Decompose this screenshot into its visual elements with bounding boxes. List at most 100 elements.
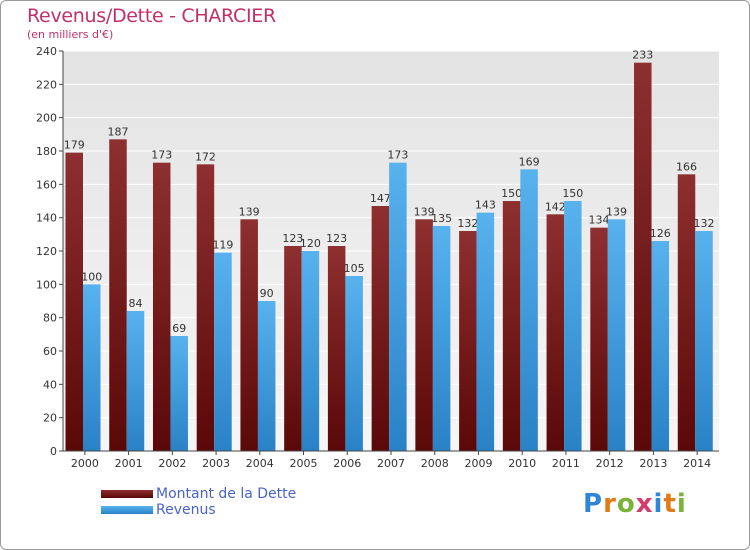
bar-dette [634,62,652,452]
bar-dette [415,219,433,451]
y-tick-label: 40 [43,378,57,391]
proxiti-logo: Proxiti [583,489,687,519]
bar-revenus [301,251,320,451]
chart-title: Revenus/Dette - CHARCIER [27,5,276,27]
bar-revenus [520,169,538,452]
x-tick-label: 2008 [421,457,449,470]
data-label-revenus: 173 [387,149,408,162]
bar-revenus [389,162,407,451]
bar-revenus [170,336,188,451]
data-label-dette: 139 [239,205,260,218]
logo-letter: r [603,489,617,519]
logo-letter: x [635,489,654,519]
bar-revenus [257,301,276,451]
y-axis: 0 20 40 60 80 100 120 140 160 180 200 220 240 [36,45,64,458]
logo-letter: P [583,489,604,519]
bar-dette [196,164,215,452]
data-label-dette: 233 [632,49,653,62]
data-label-revenus: 100 [81,270,102,283]
data-label-revenus: 132 [694,217,715,230]
data-label-revenus: 143 [475,199,496,212]
x-tick-label: 2007 [377,457,405,470]
y-tick-label: 120 [36,245,57,258]
bar-revenus [214,252,232,451]
x-tick-label: 2000 [71,457,99,470]
logo-letter: o [616,489,636,519]
bar-dette [459,231,477,451]
x-tick-label: 2009 [464,457,492,470]
y-tick-label: 240 [36,45,57,58]
data-label-revenus: 139 [606,205,627,218]
x-axis: 2000 2001 2002 2003 2004 2005 2006 2007 2008 2009… [63,450,719,470]
data-label-revenus: 69 [172,322,186,335]
bar-revenus [476,212,495,451]
y-tick-label: 80 [43,312,57,325]
data-label-revenus: 150 [562,187,583,200]
data-label-dette: 142 [545,200,566,213]
logo-letter: t [663,489,677,519]
x-tick-label: 2005 [290,457,318,470]
data-label-revenus: 84 [128,297,142,310]
data-label-dette: 123 [326,232,347,245]
bar-dette [590,227,608,451]
bar-dette [546,214,565,451]
data-label-dette: 147 [370,192,391,205]
y-tick-label: 20 [43,412,57,425]
bar-dette [152,162,171,451]
bar-revenus [607,219,626,451]
y-tick-label: 160 [36,178,57,191]
bar-revenus [651,241,670,451]
chart-subtitle: (en milliers d'€) [27,28,114,41]
y-tick-label: 60 [43,345,57,358]
logo-letter: i [653,489,664,519]
x-tick-label: 2003 [202,457,230,470]
data-label-dette: 179 [64,139,85,152]
data-label-revenus: 90 [260,287,274,300]
data-label-dette: 172 [195,150,216,163]
bar-dette [371,206,390,451]
bar-dette [240,219,258,451]
x-tick-label: 2014 [683,457,711,470]
legend-swatch-revenus [101,506,153,514]
data-label-dette: 173 [151,149,172,162]
y-tick-label: 200 [36,112,57,125]
bar-revenus [695,231,713,451]
data-label-revenus: 169 [519,155,540,168]
y-tick-label: 180 [36,145,57,158]
data-label-revenus: 135 [431,212,452,225]
data-label-dette: 166 [676,160,697,173]
x-tick-label: 2010 [508,457,536,470]
x-tick-label: 2012 [596,457,624,470]
bar-revenus [564,201,582,451]
bar-revenus [126,311,145,451]
legend-label-dette: Montant de la Dette [156,486,297,502]
bar-dette [65,152,83,451]
x-tick-label: 2006 [333,457,361,470]
data-label-dette: 187 [107,125,128,138]
data-label-dette: 150 [501,187,522,200]
y-tick-label: 100 [36,278,57,291]
data-label-dette: 134 [589,214,610,227]
bar-revenus [83,284,101,451]
bar-dette [327,246,346,451]
data-label-dette: 132 [457,217,478,230]
y-tick-label: 220 [36,78,57,91]
x-tick-label: 2004 [246,457,274,470]
x-tick-label: 2001 [115,457,143,470]
legend-label-revenus: Revenus [156,502,216,518]
bar-revenus [432,226,451,451]
data-label-dette: 139 [414,205,435,218]
y-tick-label: 0 [50,445,57,458]
bar-dette [284,246,302,451]
data-label-revenus: 126 [650,227,671,240]
x-tick-label: 2013 [639,457,667,470]
x-tick-label: 2011 [552,457,580,470]
bar-dette [109,139,127,452]
data-label-revenus: 105 [344,262,365,275]
y-tick-label: 140 [36,212,57,225]
bar-dette [677,174,696,452]
data-label-revenus: 119 [212,239,233,252]
